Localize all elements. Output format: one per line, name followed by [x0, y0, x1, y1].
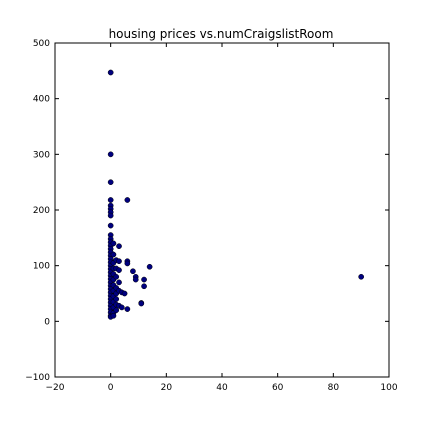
data-point	[124, 197, 131, 203]
data-point	[107, 222, 114, 229]
data-point	[138, 300, 145, 307]
x-axis: −20 0 20 40 60 80 100	[46, 43, 398, 393]
data-point	[124, 306, 131, 312]
x-tick-label: 80	[328, 383, 340, 393]
data-point	[358, 273, 365, 280]
data-point	[141, 283, 147, 290]
data-point	[107, 69, 114, 76]
data-point	[132, 276, 139, 283]
y-tick-label: 200	[33, 206, 50, 216]
data-point	[107, 179, 114, 186]
data-point	[113, 296, 120, 302]
x-tick-label: 0	[108, 383, 114, 393]
data-point	[124, 260, 131, 267]
y-tick-label: −100	[25, 373, 50, 383]
data-point	[118, 304, 125, 311]
y-tick-label: 400	[33, 95, 50, 105]
data-point	[141, 276, 147, 283]
x-tick-label: 60	[272, 383, 284, 393]
data-point	[107, 212, 114, 219]
data-point	[146, 263, 153, 270]
y-tick-label: 100	[33, 262, 50, 272]
data-point	[113, 273, 120, 280]
data-point	[116, 279, 122, 286]
data-point	[113, 307, 120, 314]
data-point	[110, 312, 117, 319]
x-tick-label: 20	[161, 383, 173, 393]
y-tick-label: 500	[33, 39, 50, 49]
data-point	[121, 290, 128, 297]
y-tick-label: 300	[33, 150, 50, 160]
data-point	[116, 267, 122, 273]
data-point	[107, 197, 114, 203]
y-axis: −100 0 100 200 300 400 500	[25, 39, 389, 383]
data-point	[116, 243, 122, 250]
y-tick-label: 0	[44, 317, 50, 327]
chart-title: housing prices vs.numCraigslistRoom	[109, 27, 334, 41]
data-point	[130, 268, 136, 275]
points-layer	[107, 69, 365, 320]
data-point	[110, 251, 117, 258]
data-point	[107, 151, 114, 158]
x-tick-label: 100	[380, 383, 397, 393]
x-tick-label: 40	[216, 383, 228, 393]
x-tick-label: −20	[46, 383, 65, 393]
data-point	[110, 240, 117, 247]
data-point	[116, 258, 122, 265]
